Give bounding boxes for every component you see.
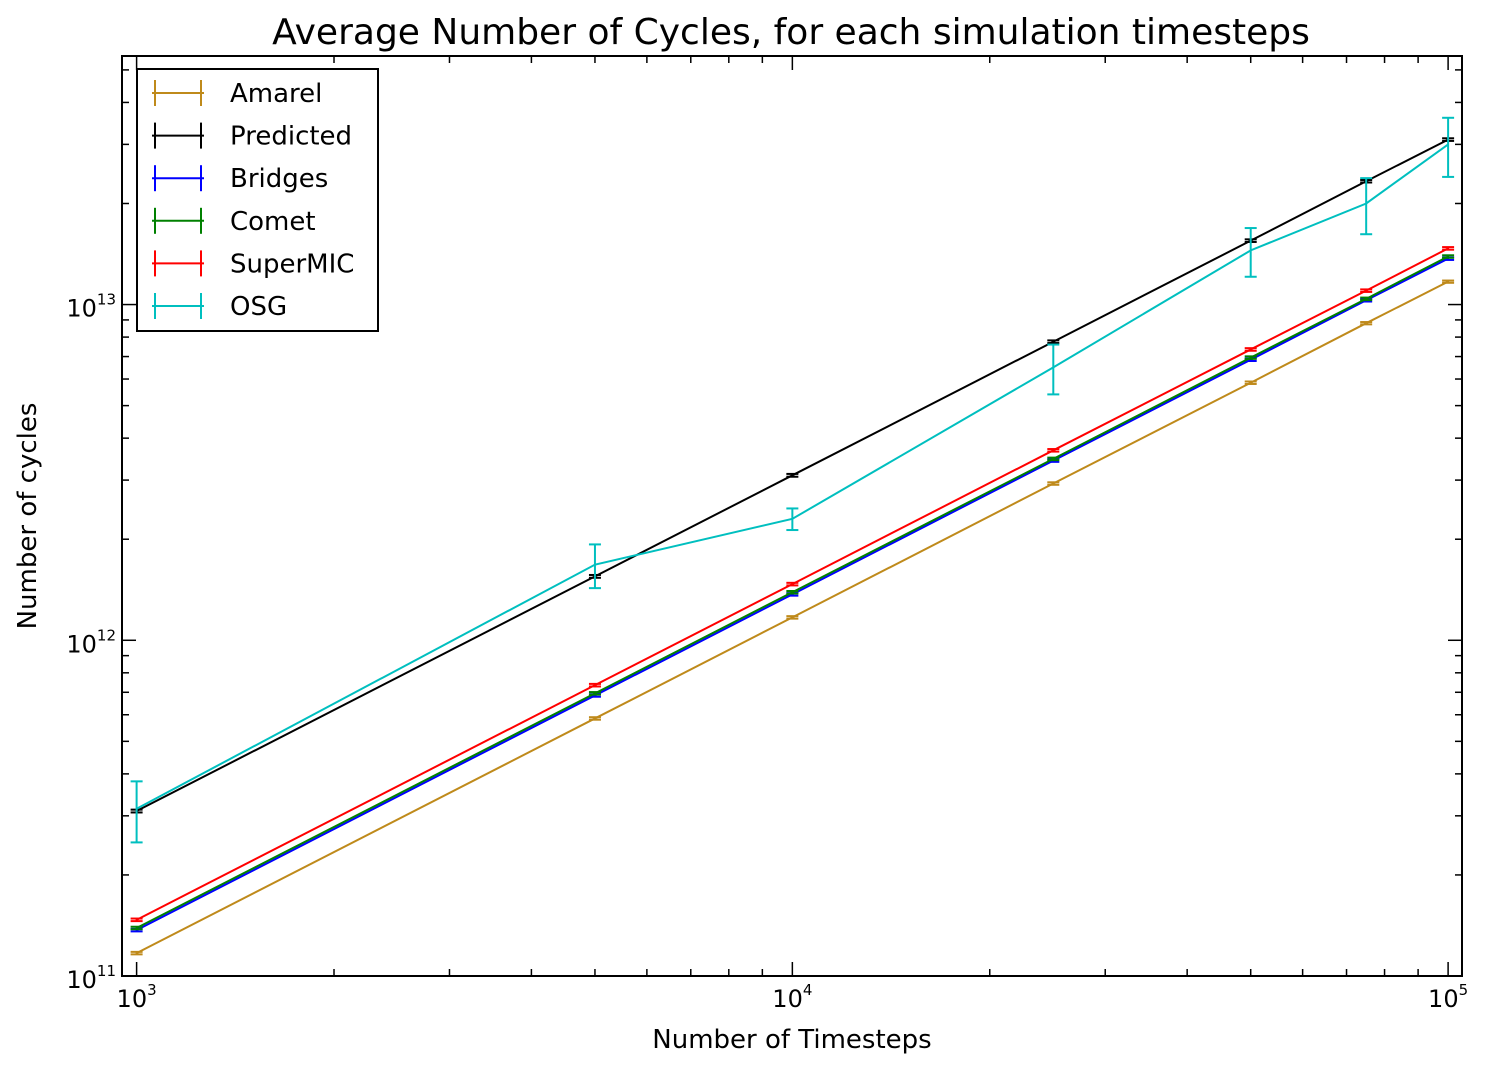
legend: Amarel Predicted Bridges Comet SuperMIC OSG [136, 68, 379, 332]
y-axis-label: Number of cycles [13, 403, 43, 630]
x-tick-label: 104 [772, 981, 812, 1013]
legend-item-comet: Comet [152, 207, 316, 237]
legend-label: Bridges [230, 164, 328, 194]
x-tick-label: 103 [117, 981, 157, 1013]
legend-box [136, 68, 379, 332]
legend-label: OSG [230, 292, 287, 322]
legend-item-amarel: Amarel [152, 79, 322, 109]
y-tick-label: 1011 [66, 962, 116, 994]
x-tick-label: 105 [1428, 981, 1468, 1013]
legend-label: Amarel [230, 79, 322, 109]
tick-labels: 103 104 105 1011 1012 1013 [66, 291, 1468, 1013]
plot-content [130, 116, 1455, 956]
legend-item-predicted: Predicted [152, 122, 352, 152]
tick-marks [122, 56, 1462, 977]
x-axis-label: Number of Timesteps [652, 1025, 931, 1055]
y-tick-label: 1012 [66, 626, 116, 658]
legend-item-bridges: Bridges [152, 164, 328, 194]
legend-item-supermic: SuperMIC [152, 249, 354, 279]
y-tick-label: 1013 [66, 291, 116, 323]
series-comet [130, 254, 1455, 931]
chart-title: Average Number of Cycles, for each simul… [272, 12, 1310, 53]
legend-item-osg: OSG [152, 292, 287, 322]
series-supermic [130, 246, 1455, 923]
legend-label: Predicted [230, 122, 352, 152]
legend-label: SuperMIC [230, 249, 354, 279]
series-amarel [130, 279, 1455, 956]
series-osg [130, 116, 1455, 844]
legend-label: Comet [230, 207, 316, 237]
